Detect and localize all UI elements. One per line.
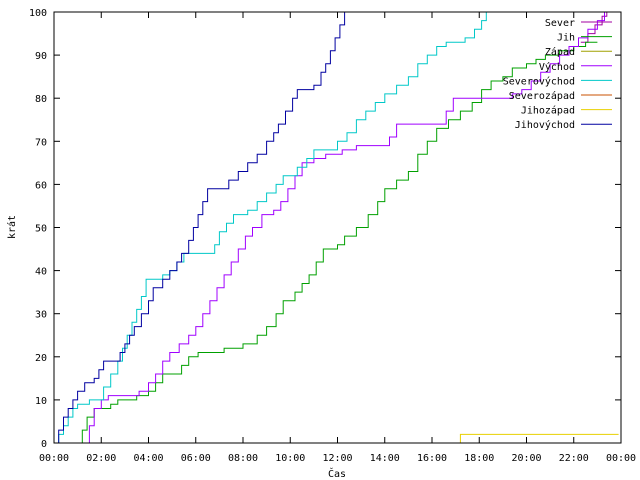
x-tick-label: 00:00 (606, 453, 636, 464)
series-line-jihovýchod (56, 12, 346, 444)
legend-label: Jihozápad (521, 105, 575, 117)
x-tick-label: 00:00 (39, 453, 69, 464)
x-tick-label: 14:00 (370, 453, 400, 464)
x-tick-label: 08:00 (228, 453, 258, 464)
legend-label: Západ (545, 46, 575, 58)
x-tick-label: 06:00 (181, 453, 211, 464)
y-tick-label: 30 (35, 310, 47, 321)
legend-label: Sever (545, 18, 575, 29)
x-axis: 00:00 02:00 04:00 06:00 08:00 10:00 12:00 14:00… (39, 12, 636, 464)
x-tick-label: 20:00 (511, 453, 541, 464)
x-tick-label: 10:00 (275, 453, 305, 464)
y-axis-label: krát (6, 215, 18, 239)
legend: Sever Jih Západ Východ Severovýchod Severozáp… (503, 18, 612, 131)
series-line-jih (80, 41, 598, 444)
x-axis-label: Čas (328, 467, 346, 480)
x-tick-label: 02:00 (86, 453, 116, 464)
y-tick-label: 10 (35, 396, 47, 407)
x-tick-label: 04:00 (133, 453, 163, 464)
series-line-východ (84, 12, 605, 444)
x-tick-label: 22:00 (559, 453, 589, 464)
x-tick-label: 18:00 (464, 453, 494, 464)
y-tick-label: 0 (41, 439, 47, 450)
y-tick-label: 70 (35, 137, 47, 148)
y-tick-label: 50 (35, 224, 47, 235)
y-tick-label: 20 (35, 353, 47, 364)
y-tick-label: 40 (35, 267, 47, 278)
legend-label: Severovýchod (503, 75, 575, 87)
y-tick-label: 60 (35, 180, 47, 191)
legend-label: Jihovýchod (515, 119, 575, 131)
series-lines (54, 12, 619, 444)
y-tick-label: 100 (29, 8, 47, 19)
series-line-sever (580, 12, 608, 43)
y-tick-label: 80 (35, 94, 47, 105)
y-tick-label: 90 (35, 51, 47, 62)
legend-label: Východ (539, 61, 575, 73)
legend-label: Jih (557, 33, 575, 44)
x-tick-label: 16:00 (417, 453, 447, 464)
x-tick-label: 12:00 (322, 453, 352, 464)
legend-label: Severozápad (509, 90, 575, 102)
series-line-severovýchod (56, 12, 487, 444)
y-axis: 0 10 20 30 40 50 60 70 80 90 100 (29, 8, 621, 450)
